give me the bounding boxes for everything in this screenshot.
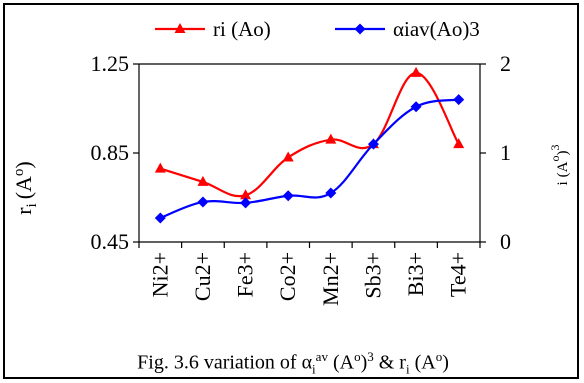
series-1-line bbox=[159, 71, 460, 198]
series-2-point bbox=[240, 197, 252, 209]
x-tick-label: Ni2+ bbox=[147, 252, 172, 297]
x-tick-label: Cu2+ bbox=[190, 252, 215, 301]
y-left-tick-label: 1.25 bbox=[91, 51, 130, 76]
series-layer bbox=[154, 66, 465, 224]
y-left-tick-label: 0.45 bbox=[91, 229, 130, 254]
x-tick-label: Sb3+ bbox=[360, 252, 385, 299]
series-2-point bbox=[410, 101, 422, 113]
legend-label-1: ri (Ao) bbox=[213, 17, 271, 41]
figure-caption: Fig. 3.6 variation of αiav (Ao)3 & ri (A… bbox=[137, 349, 449, 377]
x-tick-label: Co2+ bbox=[275, 252, 300, 301]
y-left-tick-label: 0.85 bbox=[91, 140, 130, 165]
legend: ri (Ao) αiav(Ao)3 bbox=[155, 17, 480, 41]
series-2-point bbox=[367, 138, 379, 150]
series-1-point bbox=[410, 66, 422, 77]
x-tick-label: Te4+ bbox=[446, 252, 471, 297]
y-right-tick-label: 0 bbox=[500, 229, 511, 254]
tick-labels: 0.45 0.85 1.25 0 1 2 Ni2+ Cu2+ Fe3+ Co2+ Mn2+ Sb3+ B… bbox=[91, 51, 512, 306]
x-tick-label: Mn2+ bbox=[318, 252, 343, 306]
chart-frame: ri (Ao) αiav(Ao)3 0.45 0.85 1.25 0 1 2 Ni2+ Cu2+… bbox=[3, 3, 579, 379]
y-right-axis-label: i(Ao)3 bbox=[548, 145, 571, 186]
legend-marker-2 bbox=[354, 23, 366, 35]
series-1 bbox=[154, 66, 465, 200]
series-1-point bbox=[325, 133, 337, 144]
series-2-point bbox=[197, 196, 209, 208]
series-1-point bbox=[282, 151, 294, 162]
x-tick-label: Bi3+ bbox=[403, 252, 428, 296]
axes bbox=[133, 63, 486, 248]
series-2-point bbox=[325, 187, 337, 199]
series-2-point bbox=[453, 94, 465, 106]
y-right-tick-label: 1 bbox=[500, 140, 511, 165]
series-1-point bbox=[240, 189, 252, 200]
series-2-point bbox=[154, 212, 166, 224]
y-right-tick-label: 2 bbox=[500, 51, 511, 76]
y-left-axis-label: ri(Ao) bbox=[11, 161, 40, 215]
x-tick-label: Fe3+ bbox=[233, 252, 258, 297]
series-2-point bbox=[282, 190, 294, 202]
series-1-point bbox=[197, 175, 209, 186]
series-1-point bbox=[453, 138, 465, 149]
series-2 bbox=[154, 94, 465, 224]
legend-marker-1 bbox=[174, 23, 186, 33]
chart-svg: ri (Ao) αiav(Ao)3 0.45 0.85 1.25 0 1 2 Ni2+ Cu2+… bbox=[11, 17, 571, 306]
series-1-point bbox=[154, 162, 166, 173]
legend-label-2: αiav(Ao)3 bbox=[393, 17, 480, 41]
